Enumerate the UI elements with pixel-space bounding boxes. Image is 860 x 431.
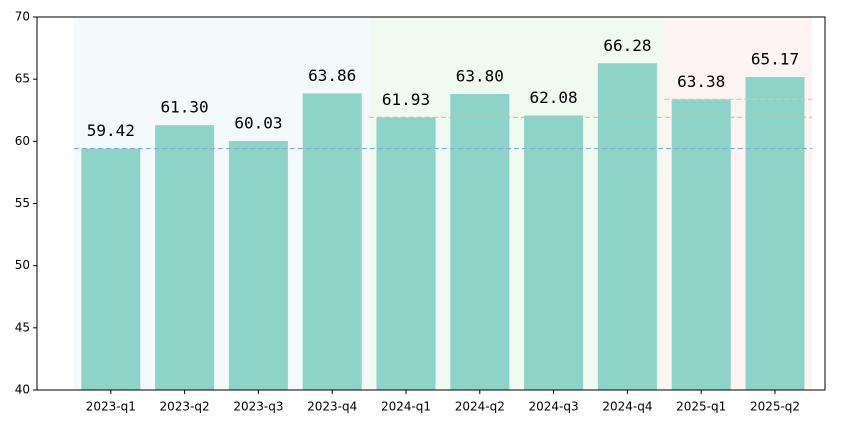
bar <box>302 93 362 390</box>
value-label: 62.08 <box>530 88 578 107</box>
bar <box>450 94 510 390</box>
value-label: 59.42 <box>87 121 135 140</box>
plot-frame <box>36 16 826 391</box>
y-tick-label: 55 <box>15 196 30 210</box>
value-label: 63.86 <box>308 66 356 85</box>
x-tick-label: 2024-q2 <box>455 400 505 414</box>
y-tick-label: 60 <box>15 134 30 148</box>
y-tick-label: 65 <box>15 72 30 86</box>
bar <box>155 125 215 391</box>
y-tick-label: 70 <box>15 10 30 24</box>
x-tick-label: 2023-q1 <box>86 400 136 414</box>
value-label: 61.93 <box>382 90 430 109</box>
value-label: 60.03 <box>234 113 282 132</box>
x-tick-label: 2023-q3 <box>233 400 283 414</box>
value-label: 63.80 <box>456 67 504 86</box>
x-tick-label: 2025-q2 <box>750 400 800 414</box>
x-tick-label: 2025-q1 <box>676 400 726 414</box>
value-label: 66.28 <box>603 36 651 55</box>
y-tick-label: 40 <box>15 383 30 397</box>
value-label: 61.30 <box>161 98 209 117</box>
x-tick-label: 2024-q1 <box>381 400 431 414</box>
value-label: 63.38 <box>677 72 725 91</box>
value-label: 65.17 <box>751 50 799 69</box>
bar <box>81 148 141 390</box>
bar <box>597 63 657 390</box>
y-tick-label: 50 <box>15 258 30 272</box>
bar <box>228 140 288 390</box>
x-tick-label: 2023-q4 <box>307 400 357 414</box>
bar <box>671 99 731 391</box>
x-tick-label: 2023-q2 <box>160 400 210 414</box>
y-tick-label: 45 <box>15 320 30 334</box>
x-tick-label: 2024-q4 <box>602 400 652 414</box>
bar <box>524 115 584 391</box>
bar <box>745 77 805 390</box>
x-tick-label: 2024-q3 <box>529 400 579 414</box>
bar <box>376 117 436 390</box>
